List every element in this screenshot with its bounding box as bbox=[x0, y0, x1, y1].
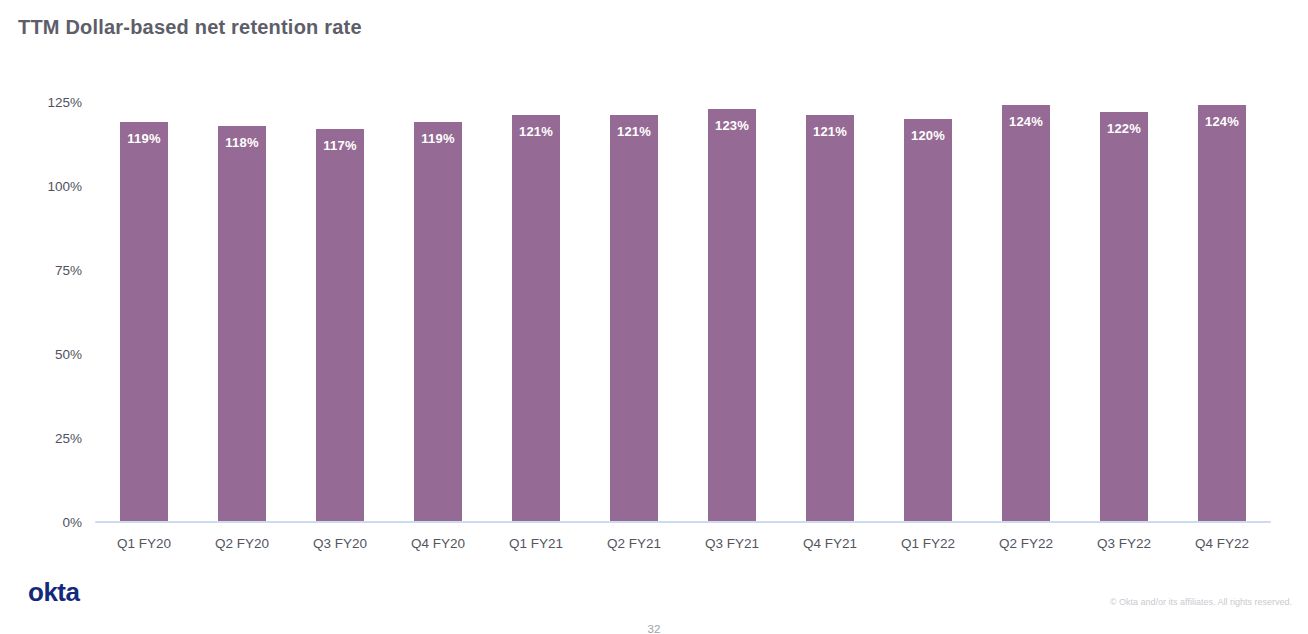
bar-slot: 122%Q3 FY22 bbox=[1075, 102, 1173, 522]
bar: 119% bbox=[414, 122, 462, 522]
bar: 118% bbox=[218, 126, 266, 522]
bar-value-label: 123% bbox=[715, 118, 749, 133]
bar-slot: 119%Q4 FY20 bbox=[389, 102, 487, 522]
bar-value-label: 121% bbox=[813, 124, 847, 139]
bar: 124% bbox=[1002, 105, 1050, 522]
bar: 122% bbox=[1100, 112, 1148, 522]
y-axis-tick-label: 100% bbox=[47, 179, 82, 194]
copyright-text: © Okta and/or its affiliates. All rights… bbox=[1110, 597, 1292, 607]
page-number: 32 bbox=[648, 623, 661, 634]
x-axis-category-label: Q3 FY21 bbox=[705, 536, 759, 551]
y-axis-tick-label: 0% bbox=[62, 515, 82, 530]
y-axis-tick-label: 50% bbox=[55, 347, 82, 362]
bar: 117% bbox=[316, 129, 364, 522]
bar: 124% bbox=[1198, 105, 1246, 522]
bar-slot: 121%Q1 FY21 bbox=[487, 102, 585, 522]
x-axis-category-label: Q3 FY22 bbox=[1097, 536, 1151, 551]
bar-value-label: 121% bbox=[519, 124, 553, 139]
page-title: TTM Dollar-based net retention rate bbox=[18, 16, 362, 39]
x-axis-category-label: Q4 FY22 bbox=[1195, 536, 1249, 551]
x-axis-category-label: Q2 FY20 bbox=[215, 536, 269, 551]
bar: 123% bbox=[708, 109, 756, 522]
x-axis-category-label: Q3 FY20 bbox=[313, 536, 367, 551]
bar-value-label: 122% bbox=[1107, 121, 1141, 136]
x-axis-category-label: Q2 FY22 bbox=[999, 536, 1053, 551]
bar-slot: 121%Q2 FY21 bbox=[585, 102, 683, 522]
bar-value-label: 117% bbox=[323, 138, 356, 153]
bar-slot: 117%Q3 FY20 bbox=[291, 102, 389, 522]
y-axis-tick-label: 25% bbox=[55, 431, 82, 446]
bar-slot: 123%Q3 FY21 bbox=[683, 102, 781, 522]
okta-logo: okta bbox=[28, 577, 79, 608]
bar: 121% bbox=[806, 115, 854, 522]
bar-slot: 121%Q4 FY21 bbox=[781, 102, 879, 522]
y-axis-tick-label: 75% bbox=[55, 263, 82, 278]
plot-area: 119%Q1 FY20118%Q2 FY20117%Q3 FY20119%Q4 … bbox=[95, 102, 1271, 522]
x-axis-category-label: Q1 FY20 bbox=[117, 536, 171, 551]
bar: 121% bbox=[512, 115, 560, 522]
bar: 119% bbox=[120, 122, 168, 522]
bar-value-label: 124% bbox=[1205, 114, 1239, 129]
y-axis: 125%100%75%50%25%0% bbox=[0, 102, 82, 522]
bar-value-label: 120% bbox=[911, 128, 945, 143]
x-axis-category-label: Q4 FY20 bbox=[411, 536, 465, 551]
bar-slot: 120%Q1 FY22 bbox=[879, 102, 977, 522]
bar-value-label: 121% bbox=[617, 124, 651, 139]
bar-slot: 118%Q2 FY20 bbox=[193, 102, 291, 522]
bar: 120% bbox=[904, 119, 952, 522]
x-axis-baseline bbox=[95, 521, 1271, 523]
bar-slot: 124%Q2 FY22 bbox=[977, 102, 1075, 522]
bar-value-label: 119% bbox=[421, 131, 454, 146]
x-axis-category-label: Q1 FY22 bbox=[901, 536, 955, 551]
bar-value-label: 119% bbox=[127, 131, 160, 146]
bar-slot: 119%Q1 FY20 bbox=[95, 102, 193, 522]
slide: { "page": { "title": "TTM Dollar-based n… bbox=[0, 0, 1308, 634]
y-axis-tick-label: 125% bbox=[47, 95, 82, 110]
x-axis-category-label: Q1 FY21 bbox=[509, 536, 563, 551]
bar: 121% bbox=[610, 115, 658, 522]
bar-slot: 124%Q4 FY22 bbox=[1173, 102, 1271, 522]
x-axis-category-label: Q4 FY21 bbox=[803, 536, 857, 551]
bar-value-label: 118% bbox=[225, 135, 258, 150]
bar-value-label: 124% bbox=[1009, 114, 1043, 129]
x-axis-category-label: Q2 FY21 bbox=[607, 536, 661, 551]
